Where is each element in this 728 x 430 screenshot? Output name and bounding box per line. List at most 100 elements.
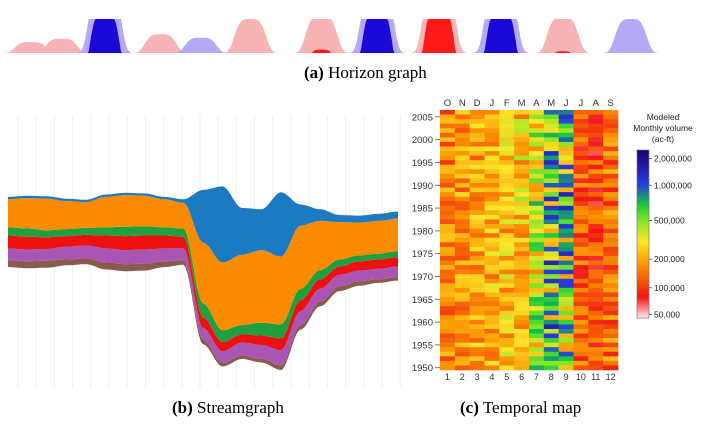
heatmap-top-label: S: [607, 98, 613, 109]
heatmap-bottom-label: 2: [460, 372, 465, 382]
heatmap-cell: [573, 351, 589, 357]
heatmap-cell: [454, 132, 470, 138]
heatmap-cell: [484, 214, 500, 220]
heatmap-cell: [484, 315, 500, 321]
heatmap-cell: [603, 319, 619, 325]
heatmap-cell: [514, 164, 530, 170]
heatmap-cell: [603, 338, 619, 343]
heatmap-cell: [514, 233, 530, 239]
heatmap-cell: [588, 283, 604, 289]
heatmap-cell: [514, 173, 530, 179]
colorbar-title-line3: (ac-ft): [652, 134, 674, 144]
horizon-band-1-layer-0: [18, 38, 104, 53]
colorbar-tick-label: 100,000: [654, 283, 685, 293]
heatmap-year-label: 1990: [412, 181, 433, 192]
heatmap-cell: [484, 178, 500, 184]
heatmap-cell: [603, 173, 619, 179]
heatmap-cell: [529, 169, 545, 175]
heatmap-cell: [603, 137, 619, 143]
heatmap-cell: [603, 287, 619, 293]
heatmap-cell: [603, 151, 619, 156]
heatmap-cell: [454, 283, 470, 289]
heatmap-cell: [499, 169, 515, 175]
heatmap-cell: [573, 178, 589, 184]
colorbar-strip: [637, 164, 649, 168]
heatmap-cell: [514, 196, 530, 202]
heatmap-cell: [573, 301, 589, 307]
colorbar-strip: [637, 255, 649, 258]
heatmap-cell: [588, 169, 604, 175]
heatmap-cell: [499, 260, 515, 266]
heatmap-cell: [469, 119, 485, 124]
heatmap-cell: [484, 274, 500, 280]
heatmap-cell: [558, 324, 574, 330]
heatmap-cell: [603, 178, 619, 184]
heatmap-cell: [529, 297, 545, 302]
heatmap-cell: [603, 342, 619, 348]
heatmap-cell: [543, 283, 559, 289]
heatmap-cell: [499, 214, 515, 220]
heatmap-cell: [558, 360, 574, 366]
heatmap-cell: [484, 169, 500, 175]
heatmap-cell: [573, 132, 589, 138]
heatmap-cell: [558, 137, 574, 143]
heatmap-cell: [573, 324, 589, 330]
colorbar-strip: [637, 196, 649, 199]
heatmap-cell: [484, 242, 500, 248]
heatmap-cell: [484, 269, 500, 275]
heatmap-cell: [514, 251, 530, 257]
heatmap-cell: [603, 297, 619, 302]
colorbar-strip: [637, 284, 649, 287]
heatmap-cell: [588, 251, 604, 257]
heatmap-cell: [454, 169, 470, 175]
colorbar-strip: [637, 257, 649, 260]
heatmap-cell: [543, 201, 559, 207]
heatmap-cell: [543, 242, 559, 248]
heatmap-cell: [514, 201, 530, 207]
heatmap-cell: [588, 119, 604, 124]
heatmap-cell: [558, 342, 574, 348]
heatmap-cell: [558, 306, 574, 311]
heatmap-cell: [573, 255, 589, 261]
heatmap-cell: [603, 301, 619, 307]
heatmap-cell: [529, 292, 545, 298]
heatmap-cell: [469, 151, 485, 156]
heatmap-cell: [514, 169, 530, 175]
heatmap-cell: [469, 360, 485, 366]
heatmap-bottom-label: 8: [549, 372, 554, 382]
colorbar-strip: [637, 217, 649, 220]
heatmap-cell: [499, 338, 515, 343]
heatmap-cell: [469, 301, 485, 307]
heatmap-cell: [469, 274, 485, 280]
heatmap-cell: [558, 233, 574, 239]
heatmap-cell: [529, 173, 545, 179]
colorbar-strip: [637, 292, 649, 296]
heatmap-cell: [484, 328, 500, 334]
heatmap-cell: [588, 242, 604, 248]
heatmap-cell: [484, 347, 500, 353]
heatmap-cell: [440, 201, 456, 207]
colorbar-strip: [637, 240, 649, 243]
heatmap-cell: [543, 237, 559, 243]
colorbar-strip: [637, 242, 649, 245]
heatmap-cell: [529, 301, 545, 307]
heatmap-cell: [469, 260, 485, 266]
heatmap-cell: [469, 242, 485, 248]
heatmap-cell: [469, 196, 485, 202]
heatmap-cell: [440, 123, 456, 129]
heatmap-cell: [588, 310, 604, 316]
heatmap-cell: [454, 160, 470, 166]
heatmap-cell: [499, 342, 515, 348]
heatmap-cell: [603, 283, 619, 289]
heatmap-cell: [469, 146, 485, 152]
heatmap-cell: [588, 319, 604, 325]
heatmap-cell: [454, 146, 470, 152]
heatmap-cell: [454, 242, 470, 248]
heatmap-cell: [558, 347, 574, 353]
heatmap-cell: [543, 351, 559, 357]
heatmap-cell: [469, 297, 485, 302]
heatmap-cell: [529, 278, 545, 284]
heatmap-cell: [469, 155, 485, 161]
heatmap-cell: [499, 187, 515, 193]
heatmap-cell: [440, 178, 456, 184]
